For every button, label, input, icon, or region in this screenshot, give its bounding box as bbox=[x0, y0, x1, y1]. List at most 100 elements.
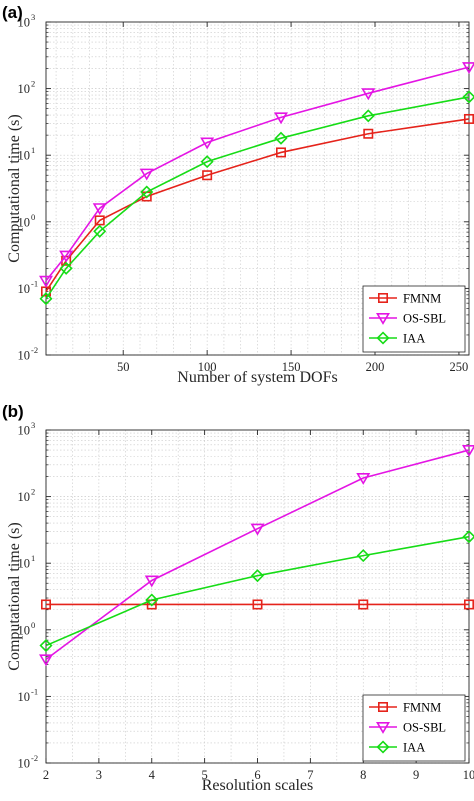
data-point-fmnm bbox=[252, 599, 263, 610]
legend-label-os-sbl: OS-SBL bbox=[403, 312, 446, 326]
x-tick-label: 9 bbox=[413, 768, 419, 782]
data-point-fmnm bbox=[463, 599, 474, 610]
y-tick-exponent: 2 bbox=[31, 79, 35, 89]
y-tick-exponent: 1 bbox=[31, 145, 35, 155]
y-tick-label: 10 bbox=[18, 490, 31, 504]
y-tick-label: 10 bbox=[18, 424, 31, 438]
data-point-os-sbl bbox=[250, 523, 265, 536]
y-tick-exponent: 0 bbox=[31, 620, 35, 630]
data-point-iaa bbox=[93, 224, 107, 238]
data-point-os-sbl bbox=[356, 473, 371, 485]
x-tick-label: 8 bbox=[360, 768, 366, 782]
y-tick-label: 10 bbox=[18, 690, 31, 704]
series-line-os-sbl bbox=[45, 66, 470, 282]
y-tick-exponent: 1 bbox=[31, 553, 35, 563]
legend-marker-os-sbl bbox=[376, 312, 390, 325]
series-line-fmnm bbox=[45, 118, 470, 292]
series-os-sbl bbox=[39, 445, 474, 667]
data-point-iaa bbox=[145, 593, 159, 607]
data-point-os-sbl bbox=[139, 168, 154, 181]
data-point-iaa bbox=[140, 185, 154, 199]
x-axis-label: Number of system DOFs bbox=[177, 369, 337, 386]
legend-label-fmnm: FMNM bbox=[403, 292, 441, 306]
data-point-iaa bbox=[59, 261, 73, 275]
series-line-iaa bbox=[45, 96, 470, 300]
data-point-iaa bbox=[462, 530, 474, 544]
data-point-fmnm bbox=[202, 170, 213, 181]
legend-label-os-sbl: OS-SBL bbox=[403, 721, 446, 735]
data-point-iaa bbox=[200, 155, 214, 169]
axes-box bbox=[45, 21, 470, 356]
y-tick-label: 10 bbox=[18, 16, 31, 30]
y-tick-label: 10 bbox=[18, 349, 31, 363]
data-point-os-sbl bbox=[462, 445, 474, 457]
x-tick-label: 50 bbox=[117, 360, 130, 374]
legend-marker-fmnm bbox=[377, 701, 388, 712]
x-tick-label: 7 bbox=[307, 768, 313, 782]
data-point-os-sbl bbox=[59, 250, 74, 263]
y-tick-exponent: 2 bbox=[31, 487, 35, 497]
legend: FMNM OS-SBL IAA bbox=[362, 285, 466, 353]
x-tick-label: 5 bbox=[202, 768, 208, 782]
y-tick-label: 10 bbox=[18, 215, 31, 229]
data-point-iaa bbox=[361, 109, 375, 123]
data-point-fmnm bbox=[275, 147, 286, 158]
y-tick-label: 10 bbox=[18, 557, 31, 571]
legend-marker-os-sbl bbox=[376, 721, 390, 734]
y-tick-exponent: 3 bbox=[31, 420, 35, 430]
data-point-os-sbl bbox=[92, 203, 107, 216]
legend: FMNM OS-SBL IAA bbox=[362, 694, 466, 762]
data-point-os-sbl bbox=[200, 137, 215, 150]
grid bbox=[45, 430, 470, 764]
data-point-os-sbl bbox=[361, 88, 376, 101]
x-axis-label: Resolution scales bbox=[202, 777, 314, 794]
y-tick-exponent: -1 bbox=[31, 278, 38, 288]
y-axis-label: Computational time (s) bbox=[6, 522, 23, 670]
data-point-os-sbl bbox=[274, 112, 288, 125]
data-point-fmnm bbox=[463, 113, 474, 124]
y-tick-label: 10 bbox=[18, 149, 31, 163]
data-point-fmnm bbox=[40, 599, 51, 610]
legend-marker-iaa bbox=[376, 331, 390, 345]
x-tick-label: 150 bbox=[282, 360, 301, 374]
x-tick-label: 6 bbox=[254, 768, 260, 782]
y-axis-label: Computational time (s) bbox=[6, 114, 23, 262]
legend-label-iaa: IAA bbox=[403, 332, 425, 346]
y-tick-exponent: -2 bbox=[31, 345, 38, 355]
y-tick-label: 10 bbox=[18, 623, 31, 637]
x-tick-label: 4 bbox=[149, 768, 156, 782]
data-point-iaa bbox=[462, 90, 474, 104]
data-point-os-sbl bbox=[39, 275, 53, 288]
chart-panel-b: 10 -210 -110 010 110 210 32 3 4 5 6 7 8 9 10FMNMOS-SBL… bbox=[2, 402, 474, 794]
panel-label: (b) bbox=[2, 402, 24, 421]
y-tick-label: 10 bbox=[18, 757, 31, 771]
y-tick-exponent: 3 bbox=[31, 12, 35, 22]
series-line-iaa bbox=[45, 535, 470, 647]
data-point-fmnm bbox=[94, 215, 105, 226]
data-point-fmnm bbox=[358, 599, 369, 610]
legend-label-iaa: IAA bbox=[403, 741, 425, 755]
legend-marker-iaa bbox=[376, 740, 390, 754]
series-iaa bbox=[39, 90, 474, 306]
data-point-iaa bbox=[356, 549, 370, 563]
y-tick-exponent: 0 bbox=[31, 212, 35, 222]
x-tick-label: 200 bbox=[366, 360, 385, 374]
x-tick-label: 10 bbox=[463, 768, 474, 782]
x-tick-label: 250 bbox=[450, 360, 469, 374]
data-point-iaa bbox=[274, 131, 288, 145]
data-point-iaa bbox=[39, 639, 53, 653]
panel-label: (a) bbox=[2, 3, 23, 22]
data-point-iaa bbox=[39, 292, 53, 306]
data-point-os-sbl bbox=[144, 575, 159, 588]
series-line-os-sbl bbox=[45, 449, 470, 660]
data-point-fmnm bbox=[363, 128, 374, 139]
x-tick-label: 100 bbox=[198, 360, 217, 374]
legend-label-fmnm: FMNM bbox=[403, 701, 441, 715]
data-point-os-sbl bbox=[462, 62, 474, 75]
x-tick-label: 2 bbox=[43, 768, 49, 782]
series-fmnm bbox=[40, 599, 474, 610]
y-tick-label: 10 bbox=[18, 82, 31, 96]
y-tick-label: 10 bbox=[18, 282, 31, 296]
